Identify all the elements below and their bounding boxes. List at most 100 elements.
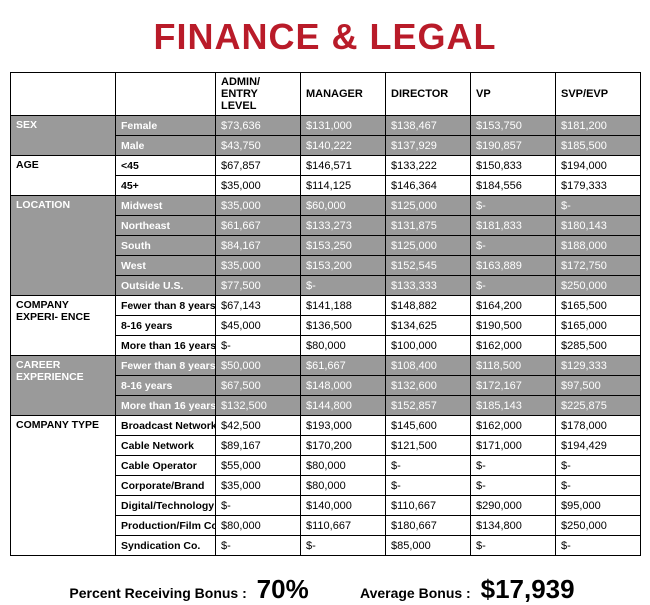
- subcategory-cell: Fewer than 8 years: [116, 296, 216, 316]
- value-cell: $225,875: [556, 396, 641, 416]
- value-cell: $153,200: [301, 256, 386, 276]
- subcategory-cell: Midwest: [116, 196, 216, 216]
- header-blank-1: [11, 73, 116, 116]
- subcategory-cell: Male: [116, 136, 216, 156]
- value-cell: $-: [386, 476, 471, 496]
- table-row: CAREER EXPERIENCEFewer than 8 years$50,0…: [11, 356, 641, 376]
- value-cell: $146,364: [386, 176, 471, 196]
- subcategory-cell: <45: [116, 156, 216, 176]
- value-cell: $170,200: [301, 436, 386, 456]
- value-cell: $163,889: [471, 256, 556, 276]
- value-cell: $121,500: [386, 436, 471, 456]
- value-cell: $-: [216, 336, 301, 356]
- value-cell: $165,500: [556, 296, 641, 316]
- subcategory-cell: More than 16 years: [116, 396, 216, 416]
- value-cell: $125,000: [386, 196, 471, 216]
- value-cell: $181,833: [471, 216, 556, 236]
- value-cell: $190,857: [471, 136, 556, 156]
- value-cell: $152,857: [386, 396, 471, 416]
- value-cell: $194,429: [556, 436, 641, 456]
- col-director: DIRECTOR: [386, 73, 471, 116]
- category-cell: LOCATION: [11, 196, 116, 296]
- value-cell: $60,000: [301, 196, 386, 216]
- value-cell: $133,333: [386, 276, 471, 296]
- value-cell: $172,167: [471, 376, 556, 396]
- value-cell: $290,000: [471, 496, 556, 516]
- value-cell: $-: [301, 276, 386, 296]
- table-row: LOCATIONMidwest$35,000$60,000$125,000$-$…: [11, 196, 641, 216]
- value-cell: $188,000: [556, 236, 641, 256]
- value-cell: $84,167: [216, 236, 301, 256]
- subcategory-cell: More than 16 years: [116, 336, 216, 356]
- value-cell: $-: [216, 536, 301, 556]
- value-cell: $108,400: [386, 356, 471, 376]
- subcategory-cell: Production/Film Co.: [116, 516, 216, 536]
- value-cell: $-: [216, 496, 301, 516]
- value-cell: $138,467: [386, 116, 471, 136]
- value-cell: $73,636: [216, 116, 301, 136]
- value-cell: $80,000: [301, 336, 386, 356]
- subcategory-cell: Cable Network: [116, 436, 216, 456]
- value-cell: $148,882: [386, 296, 471, 316]
- salary-table: ADMIN/ENTRY LEVEL MANAGER DIRECTOR VP SV…: [10, 72, 641, 556]
- value-cell: $85,000: [386, 536, 471, 556]
- page-title: FINANCE & LEGAL: [10, 16, 640, 58]
- value-cell: $89,167: [216, 436, 301, 456]
- subcategory-cell: Outside U.S.: [116, 276, 216, 296]
- subcategory-cell: Fewer than 8 years: [116, 356, 216, 376]
- subcategory-cell: Broadcast Network: [116, 416, 216, 436]
- value-cell: $55,000: [216, 456, 301, 476]
- table-header: ADMIN/ENTRY LEVEL MANAGER DIRECTOR VP SV…: [11, 73, 641, 116]
- col-svp: SVP/EVP: [556, 73, 641, 116]
- bonus-summary: Percent Receiving Bonus : 70% Average Bo…: [10, 574, 640, 605]
- value-cell: $145,600: [386, 416, 471, 436]
- subcategory-cell: Female: [116, 116, 216, 136]
- table-row: COMPANY TYPEBroadcast Network$42,500$193…: [11, 416, 641, 436]
- value-cell: $125,000: [386, 236, 471, 256]
- subcategory-cell: Cable Operator: [116, 456, 216, 476]
- category-cell: CAREER EXPERIENCE: [11, 356, 116, 416]
- value-cell: $67,857: [216, 156, 301, 176]
- category-cell: SEX: [11, 116, 116, 156]
- value-cell: $35,000: [216, 256, 301, 276]
- value-cell: $100,000: [386, 336, 471, 356]
- col-vp: VP: [471, 73, 556, 116]
- value-cell: $181,200: [556, 116, 641, 136]
- value-cell: $-: [471, 276, 556, 296]
- value-cell: $50,000: [216, 356, 301, 376]
- value-cell: $190,500: [471, 316, 556, 336]
- col-manager: MANAGER: [301, 73, 386, 116]
- value-cell: $148,000: [301, 376, 386, 396]
- value-cell: $-: [301, 536, 386, 556]
- value-cell: $61,667: [301, 356, 386, 376]
- value-cell: $-: [471, 236, 556, 256]
- value-cell: $185,143: [471, 396, 556, 416]
- value-cell: $110,667: [301, 516, 386, 536]
- value-cell: $-: [471, 196, 556, 216]
- value-cell: $77,500: [216, 276, 301, 296]
- value-cell: $153,250: [301, 236, 386, 256]
- value-cell: $150,833: [471, 156, 556, 176]
- value-cell: $250,000: [556, 276, 641, 296]
- value-cell: $-: [471, 536, 556, 556]
- value-cell: $35,000: [216, 476, 301, 496]
- value-cell: $67,143: [216, 296, 301, 316]
- value-cell: $97,500: [556, 376, 641, 396]
- value-cell: $129,333: [556, 356, 641, 376]
- value-cell: $131,875: [386, 216, 471, 236]
- value-cell: $114,125: [301, 176, 386, 196]
- subcategory-cell: West: [116, 256, 216, 276]
- header-blank-2: [116, 73, 216, 116]
- value-cell: $153,750: [471, 116, 556, 136]
- value-cell: $193,000: [301, 416, 386, 436]
- value-cell: $-: [471, 476, 556, 496]
- subcategory-cell: Digital/Technology: [116, 496, 216, 516]
- value-cell: $152,545: [386, 256, 471, 276]
- value-cell: $134,800: [471, 516, 556, 536]
- subcategory-cell: 8-16 years: [116, 376, 216, 396]
- value-cell: $35,000: [216, 176, 301, 196]
- value-cell: $172,750: [556, 256, 641, 276]
- value-cell: $-: [556, 476, 641, 496]
- col-admin: ADMIN/ENTRY LEVEL: [216, 73, 301, 116]
- value-cell: $180,143: [556, 216, 641, 236]
